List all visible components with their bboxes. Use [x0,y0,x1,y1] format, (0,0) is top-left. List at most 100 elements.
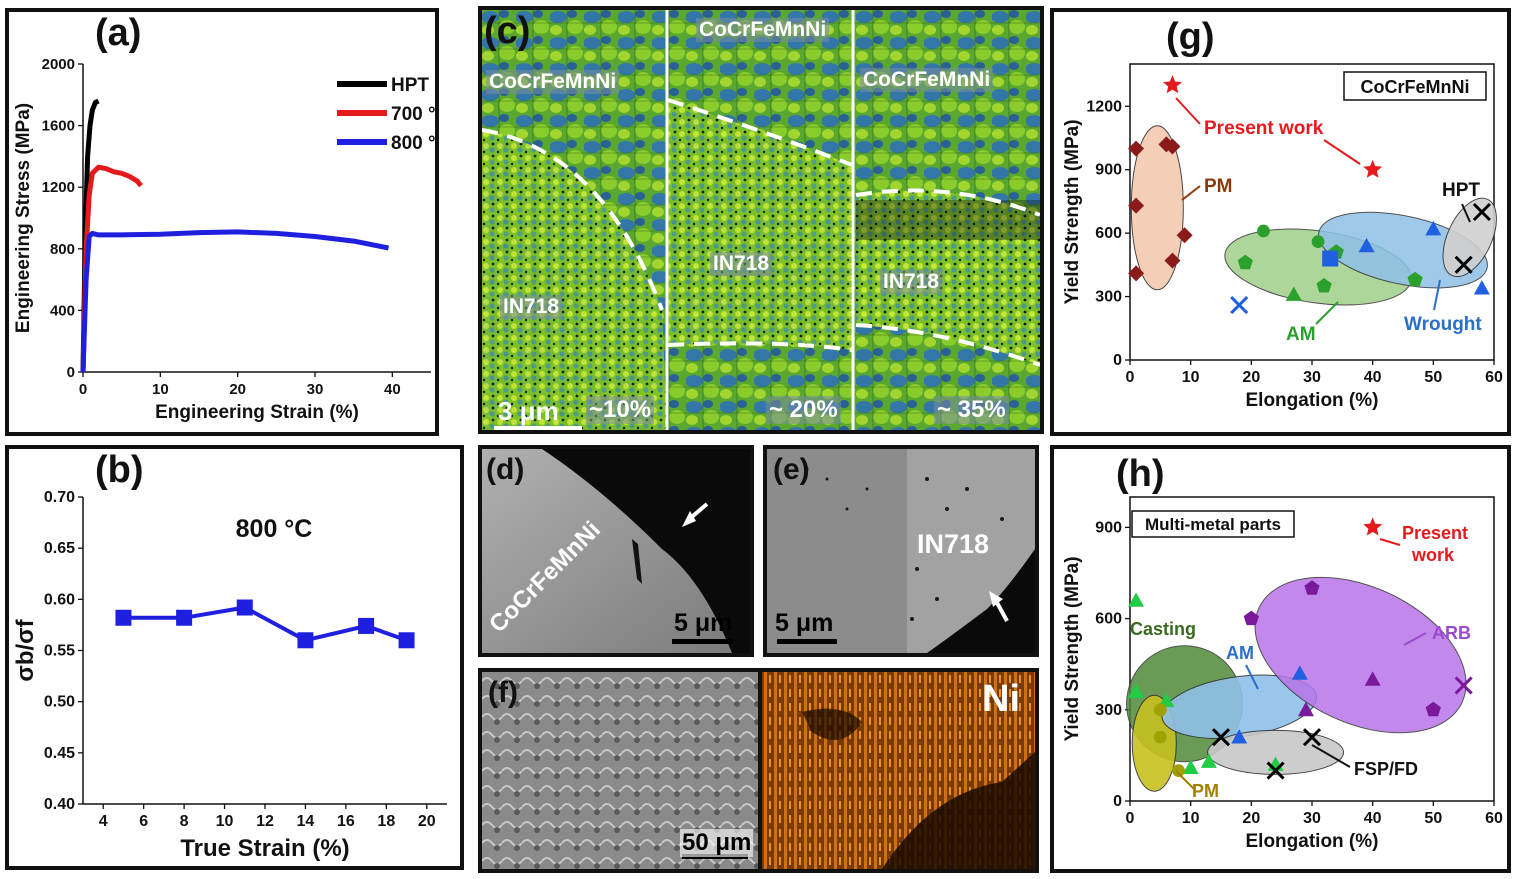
annotation-arrow-0 [1379,538,1401,546]
y-axis-label: Yield Strength (MPa) [1062,556,1083,741]
x-tick-label: 10 [1182,810,1200,827]
data-point-diamond [1176,227,1193,244]
x-tick-label: 0 [1126,810,1135,827]
panel-g: (g) 0 10 20 30 40 50 60 0 300 600 900 1200 Elongatio… [1050,8,1511,436]
data-point-cross [1266,761,1285,780]
x-tick-label: 8 [180,813,189,830]
chart-b-title: 800 °C [236,515,313,543]
panel-h: (h) 0 10 20 30 40 50 60 0 300 600 900 Elongation (%… [1050,445,1511,873]
y-tick-label: 0.50 [44,694,75,711]
annotation-present: Present [1402,523,1468,543]
data-point-circle [1311,235,1325,249]
box-label-frame [1131,510,1295,538]
annotation-arrow-5 [1433,279,1441,311]
c-left-alloy-label: CoCrFeMnNi [486,70,620,94]
y-tick-label: 300 [1095,289,1122,306]
c-strain-mid: ~ 20% [766,396,841,424]
series-line-1 [80,164,143,373]
data-point-square [398,632,415,649]
panel-c-label: (c) [484,10,531,52]
y-axis-label: Engineering Stress (MPa) [13,103,34,333]
x-tick-label: 0 [79,381,87,398]
y-tick-label: 400 [50,302,75,319]
c-mid-alloy-label: CoCrFeMnNi [696,18,830,42]
annotation-arrow-3 [1461,203,1471,223]
x-tick-label: 16 [337,813,355,830]
data-point-triangle [1231,729,1248,744]
x-tick-label: 30 [1303,369,1321,386]
annotation-arrow-0 [1175,97,1201,125]
data-point-triangle [1291,665,1308,680]
panel-a: (a) 0 10 20 30 40 0 400 800 1200 1600 2000 Engineer… [5,8,439,436]
x-axis-label: Elongation (%) [1246,831,1379,852]
c-in718-mid-label: IN718 [710,252,773,276]
c-strain-right: ~ 35% [934,396,1009,424]
chart-a: 0 10 20 30 400400800120016002000Engineering … [13,56,435,423]
data-point-square [297,632,314,649]
annotation-arrow-2 [1245,664,1259,690]
data-point-diamond [1158,136,1175,153]
y-tick-label: 800 [50,241,75,258]
data-point-square [176,609,193,626]
data-point-triangle [1158,692,1175,708]
annotation-arrow-1 [1323,139,1361,165]
y-tick-label: 0 [1113,352,1122,369]
x-tick-label: 10 [216,813,234,830]
annotation-arrow-2 [1181,185,1201,201]
y-tick-label: 900 [1095,162,1122,179]
legend-label-1: 700 °C [391,104,435,125]
series-line-2 [80,229,389,373]
data-point-triangle [1425,220,1442,236]
x-tick-label: 20 [1242,369,1260,386]
data-point-circle [1153,730,1167,744]
annotation-arrow-4 [1315,301,1339,325]
box-label-frame [1343,71,1487,101]
y-axis-label: σb/σf [12,618,39,681]
x-tick-label: 4 [99,813,108,830]
x-tick-label: 40 [384,381,401,398]
y-tick-label: 2000 [42,56,75,73]
x-axis-label: Engineering Strain (%) [155,402,359,423]
data-point-diamond [1128,265,1145,282]
panel-b-label: (b) [95,449,144,491]
fracture-texture [482,672,1035,869]
data-point-square [115,609,132,626]
data-point-cross [1211,728,1231,747]
sem-texture-e [767,449,1035,653]
panel-f-image: (f) 50 μm Ni [478,668,1039,873]
x-tick-label: 20 [229,381,246,398]
annotation-arrow-3 [1311,744,1351,768]
x-tick-label: 6 [139,813,148,830]
panel-f-label: (f) [488,676,518,709]
annotation-fsp: FSP/FD [1354,759,1418,779]
legend-label-0: HPT [391,75,429,96]
annotation-casting: Casting [1130,619,1196,639]
x-tick-label: 10 [152,381,169,398]
data-point-triangle [1200,753,1217,768]
y-tick-label: 1200 [1086,98,1122,115]
x-tick-label: 40 [1364,369,1382,386]
x-tick-label: 0 [1126,369,1135,386]
d-scale-label: 5 μm [674,609,733,637]
data-point-pentagon [1243,610,1259,626]
e-scale-label: 5 μm [775,609,834,637]
data-point-diamond [1164,252,1181,269]
annotation-am: AM [1226,643,1254,663]
panel-d-sem-image: (d) CoCrFeMnNi 5 μm [478,445,754,657]
annotation-arrow-4 [1175,770,1195,790]
data-point-triangle [1285,286,1302,301]
annotation-4: Wrought [1404,314,1482,335]
panel-c-ebsd-image: (c) CoCrFeMnNi CoCrFeMnNi CoCrFeMnNi IN7… [478,6,1044,434]
panel-h-label: (h) [1116,453,1165,495]
data-point-square [1322,250,1339,267]
sem-texture-d [482,449,750,653]
c-in718-right-label: IN718 [880,270,943,294]
data-point-cross [1302,728,1322,747]
data-point-pentagon [1425,701,1441,717]
y-axis-label: Yield Strength (MPa) [1062,119,1083,304]
box-label: CoCrFeMnNi [1361,77,1470,97]
x-tick-label: 10 [1182,369,1200,386]
y-tick-label: 0.60 [44,591,75,608]
